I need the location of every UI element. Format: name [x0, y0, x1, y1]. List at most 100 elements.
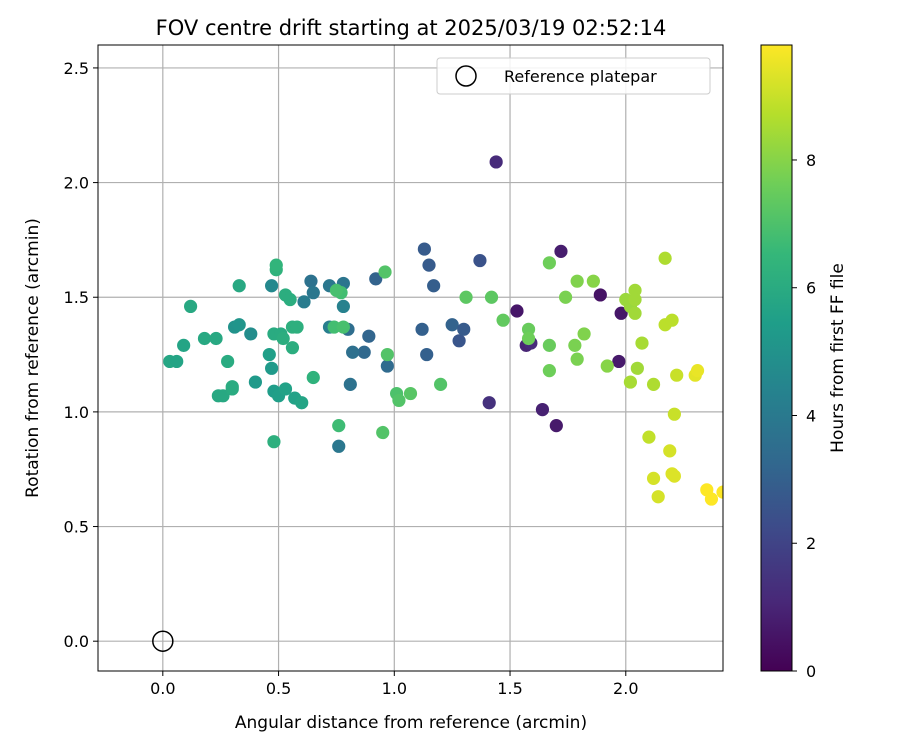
data-points	[163, 155, 723, 506]
data-point-23	[380, 359, 394, 373]
data-point-9	[549, 419, 563, 433]
y-tick-label-2: 1.0	[64, 403, 89, 422]
x-axis-ticks: 0.0 0.5 1.0 1.5 2.0	[150, 671, 639, 698]
data-point-38	[232, 318, 246, 332]
data-point-72	[329, 283, 344, 297]
data-point-121	[704, 492, 719, 506]
data-point-91	[558, 290, 573, 304]
data-point-82	[433, 377, 448, 391]
data-point-90	[542, 256, 556, 270]
data-point-18	[452, 334, 466, 348]
data-point-47	[232, 279, 246, 293]
data-point-39	[248, 375, 263, 389]
data-point-105	[635, 336, 649, 350]
data-point-79	[392, 393, 406, 408]
data-point-122	[716, 485, 723, 499]
data-point-12	[422, 258, 436, 272]
y-tick-label-0: 0.0	[64, 632, 89, 651]
data-point-3	[593, 288, 607, 302]
legend-marker	[455, 65, 477, 87]
data-point-84	[484, 290, 499, 304]
data-point-66	[290, 320, 304, 334]
data-point-67	[267, 435, 281, 449]
data-point-70	[306, 370, 320, 385]
data-point-74	[336, 320, 350, 334]
chart-title: FOV centre drift starting at 2025/03/19 …	[156, 16, 667, 40]
data-point-61	[276, 331, 290, 346]
data-point-51	[170, 354, 184, 369]
data-point-34	[336, 299, 350, 314]
data-point-28	[304, 274, 318, 288]
data-point-56	[221, 354, 235, 369]
data-point-29	[306, 286, 320, 300]
data-point-75	[332, 419, 346, 433]
data-point-83	[459, 290, 473, 304]
x-tick-label-4: 2.0	[613, 679, 638, 698]
data-point-115	[651, 490, 665, 504]
data-point-14	[473, 253, 487, 268]
y-tick-label-1: 0.5	[64, 518, 89, 537]
data-point-16	[420, 347, 434, 362]
data-point-109	[665, 313, 679, 327]
colorbar-ticks: 0 2 4 6 8	[792, 151, 816, 681]
data-point-95	[577, 327, 591, 341]
data-point-94	[570, 274, 584, 288]
x-tick-label-0: 0.0	[150, 679, 175, 698]
data-point-10	[482, 396, 496, 410]
legend-box	[436, 57, 711, 95]
data-point-76	[378, 265, 392, 279]
data-point-58	[225, 380, 239, 394]
legend-label: Reference platepar	[504, 67, 657, 86]
data-point-32	[297, 295, 311, 309]
data-point-8	[535, 402, 550, 417]
data-point-15	[415, 322, 429, 336]
data-point-24	[346, 345, 360, 359]
data-point-20	[369, 272, 383, 286]
data-point-73	[327, 320, 341, 334]
data-point-17	[445, 318, 459, 332]
data-point-25	[343, 377, 357, 391]
data-point-104	[623, 375, 638, 389]
data-point-119	[690, 364, 705, 378]
data-point-43	[262, 347, 276, 362]
x-axis-label: Angular distance from reference (arcmin)	[235, 713, 587, 733]
data-point-36	[244, 327, 258, 341]
y-axis-label: Rotation from reference (arcmin)	[23, 218, 43, 498]
data-point-48	[183, 299, 198, 314]
data-point-96	[586, 274, 600, 288]
data-point-69	[269, 258, 283, 272]
data-point-81	[403, 386, 418, 401]
data-point-63	[283, 292, 297, 307]
grid-lines	[98, 45, 723, 671]
x-tick-label-1: 0.5	[266, 679, 291, 698]
colorbar	[760, 44, 793, 672]
plot-frame	[97, 44, 724, 672]
data-point-107	[658, 251, 672, 265]
x-tick-label-3: 1.5	[497, 679, 522, 698]
y-axis-ticks: 0.0 0.5 1.0 1.5 2.0 2.5	[64, 59, 98, 651]
data-point-101	[628, 292, 642, 307]
data-point-0	[489, 155, 503, 169]
y-tick-label-3: 1.5	[64, 288, 89, 307]
colorbar-tick-label-1: 2	[806, 534, 816, 553]
data-point-77	[380, 347, 394, 362]
data-point-27	[332, 439, 346, 453]
data-point-52	[197, 331, 212, 346]
data-point-21	[362, 329, 376, 343]
data-point-112	[670, 368, 684, 382]
data-point-22	[357, 345, 371, 359]
data-point-40	[265, 361, 279, 375]
y-tick-label-5: 2.5	[64, 59, 89, 78]
colorbar-tick-label-3: 6	[806, 279, 816, 298]
data-point-19	[457, 322, 471, 336]
data-point-4	[614, 306, 628, 320]
data-point-44	[278, 382, 293, 396]
legend: Reference platepar	[436, 57, 711, 95]
colorbar-tick-label-0: 0	[806, 662, 816, 681]
x-tick-label-2: 1.0	[382, 679, 407, 698]
data-point-100	[628, 283, 642, 297]
colorbar-tick-label-4: 8	[806, 151, 816, 170]
data-point-53	[209, 331, 223, 346]
